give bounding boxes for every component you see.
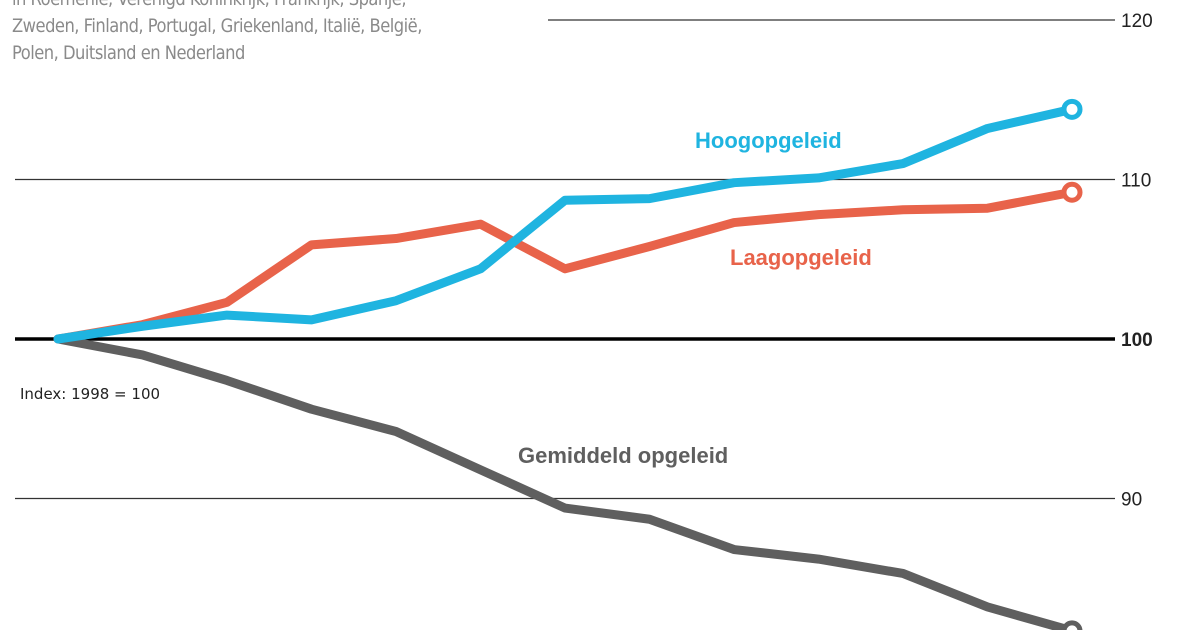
series-label-hoogopgeleid: Hoogopgeleid (695, 128, 842, 153)
subtitle-line: Zweden, Finland, Portugal, Griekenland, … (12, 15, 422, 37)
subtitle-line: in Roemenië, Verenigd Koninkrijk, Frankr… (12, 0, 545, 13)
y-tick-label: 90 (1121, 490, 1142, 511)
y-tick-label: 110 (1121, 171, 1151, 192)
series-end-marker-1 (1061, 181, 1083, 203)
series-end-marker-0 (1061, 98, 1083, 120)
index-note: Index: 1998 = 100 (20, 385, 160, 403)
chart-subtitle: in Roemenië, Verenigd Koninkrijk, Frankr… (12, 0, 545, 67)
y-tick-label: 100 (1121, 330, 1153, 351)
y-tick-label: 120 (1121, 11, 1153, 32)
series-line-1 (53, 187, 1077, 344)
series-label-laagopgeleid: Laagopgeleid (730, 245, 872, 270)
series-line-2 (53, 334, 1077, 630)
series-end-marker-2 (1061, 620, 1083, 630)
subtitle-line: Polen, Duitsland en Nederland (12, 42, 245, 64)
series-line-0 (53, 104, 1077, 344)
series-label-gemiddeld-opgeleid: Gemiddeld opgeleid (518, 443, 728, 468)
